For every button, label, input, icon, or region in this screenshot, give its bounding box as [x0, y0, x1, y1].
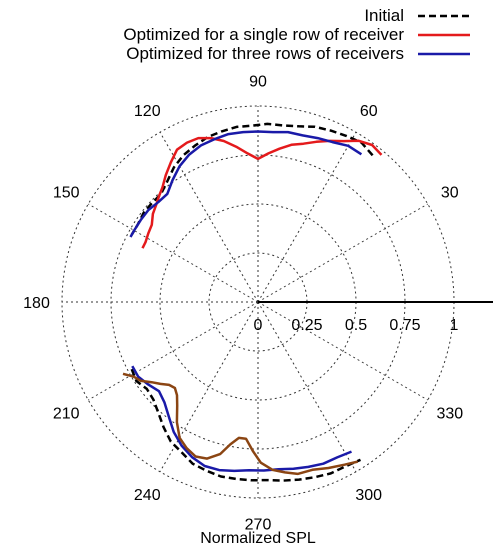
x-axis-title: Normalized SPL: [200, 530, 316, 547]
radial-tick-label: 0.5: [345, 317, 367, 334]
legend-entry-label: Optimized for three rows of receivers: [126, 44, 404, 63]
angle-tick-label: 30: [441, 184, 459, 201]
angle-tick-label: 330: [436, 406, 463, 423]
grid-spoke: [88, 301, 259, 401]
radial-tick-label: 0: [254, 317, 263, 334]
series-line-0: [130, 122, 374, 236]
radial-tick-label: 0.75: [389, 317, 420, 334]
data-series: [122, 122, 383, 482]
angle-tick-label: 270: [245, 516, 272, 533]
series-line-2: [131, 365, 352, 473]
angle-tick-label: 240: [134, 487, 161, 504]
grid-spoke: [159, 132, 259, 303]
series-line-2: [129, 130, 363, 238]
radial-tick-label: 1: [450, 317, 459, 334]
angle-tick-label: 180: [23, 295, 50, 312]
grid-spoke: [88, 203, 259, 303]
series-line-3: [122, 372, 358, 476]
series-line-0: [130, 368, 362, 482]
angle-tick-label: 210: [53, 406, 80, 423]
angle-tick-label: 300: [355, 487, 382, 504]
legend-entry-label: Initial: [364, 6, 404, 25]
radial-tick-labels: 0 0.25 0.5 0.75 1: [254, 317, 459, 334]
angle-tick-labels: 30 60 90 120 150 180 210 240 270 300 330: [23, 74, 463, 534]
grid-spoke: [257, 132, 357, 303]
radial-tick-label: 0.25: [291, 317, 322, 334]
angle-tick-label: 120: [134, 103, 161, 120]
angle-tick-label: 90: [249, 74, 267, 91]
series-line-1: [141, 136, 383, 249]
angle-tick-label: 60: [360, 103, 378, 120]
grid-spoke: [257, 203, 428, 303]
legend-entry-label: Optimized for a single row of receiver: [123, 25, 404, 44]
angle-tick-label: 150: [53, 184, 80, 201]
